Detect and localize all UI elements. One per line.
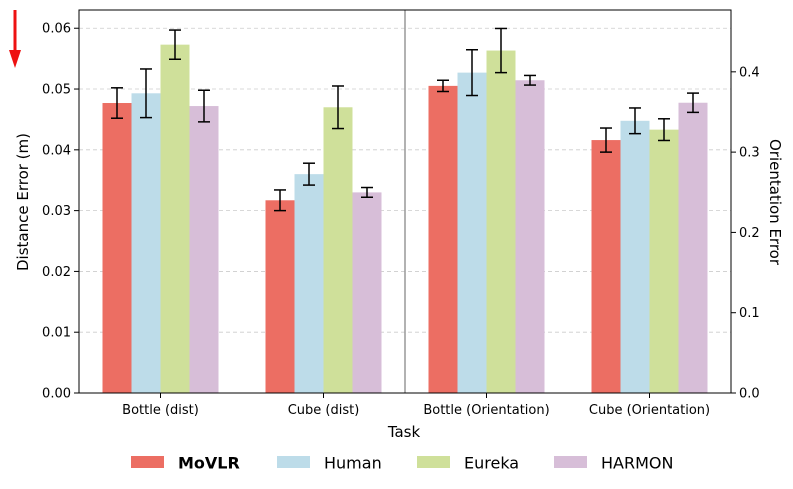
- y-right-tick-label: 0.3: [739, 146, 760, 161]
- y-left-tick-label: 0.04: [42, 143, 71, 158]
- axes: [74, 9, 736, 398]
- x-tick-label: Bottle (dist): [122, 403, 199, 418]
- error-bars: [111, 27, 699, 212]
- legend-label-human: Human: [324, 454, 382, 473]
- legend-label-movlr: MoVLR: [178, 454, 240, 473]
- legend: MoVLR Human Eureka HARMON: [131, 454, 673, 473]
- legend-swatch-harmon: [554, 456, 587, 468]
- bar-movlr-2: [428, 85, 458, 394]
- bar-harmon-3: [678, 102, 708, 394]
- legend-label-harmon: HARMON: [601, 454, 673, 473]
- y-axis-right-title: Orientation Error: [766, 139, 784, 266]
- y-left-tick-label: 0.02: [42, 265, 71, 280]
- bar-human-3: [620, 120, 650, 394]
- y-left-tick-label: 0.01: [42, 326, 71, 341]
- y-left-tick-label: 0.03: [42, 204, 71, 219]
- bar-harmon-0: [189, 106, 219, 394]
- y-right-tick-label: 0.0: [739, 387, 760, 402]
- bar-harmon-2: [515, 80, 545, 394]
- x-axis-title: Task: [387, 423, 421, 441]
- y-left-tick-label: 0.06: [42, 22, 71, 37]
- tick-labels: 0.00 0.01 0.02 0.03 0.04 0.05 0.06 0.0 0.1 0.2 0.3…: [42, 22, 760, 418]
- legend-label-eureka: Eureka: [464, 454, 519, 473]
- x-tick-label: Bottle (Orientation): [423, 403, 549, 418]
- legend-swatch-eureka: [417, 456, 450, 468]
- x-tick-label: Cube (Orientation): [589, 403, 710, 418]
- bar-human-2: [457, 72, 487, 393]
- legend-swatch-movlr: [131, 456, 164, 468]
- y-right-tick-label: 0.2: [739, 226, 760, 241]
- bar-harmon-1: [352, 192, 382, 393]
- bar-eureka-1: [323, 107, 353, 394]
- bar-movlr-0: [102, 103, 132, 393]
- bar-movlr-1: [265, 200, 295, 393]
- y-left-tick-label: 0.00: [42, 387, 71, 402]
- bars: [102, 44, 708, 394]
- y-left-tick-label: 0.05: [42, 83, 71, 98]
- bar-eureka-2: [486, 50, 516, 393]
- x-tick-label: Cube (dist): [288, 403, 360, 418]
- bar-movlr-3: [591, 140, 621, 393]
- bar-human-0: [131, 93, 161, 394]
- y-axis-left-title: Distance Error (m): [14, 133, 32, 271]
- bar-eureka-3: [649, 129, 679, 393]
- bar-human-1: [294, 174, 324, 393]
- y-right-tick-label: 0.1: [739, 306, 760, 321]
- plot-frame: [78, 9, 732, 394]
- lower-is-better-arrow-icon: [9, 10, 21, 68]
- bar-eureka-0: [160, 44, 190, 394]
- legend-swatch-human: [277, 456, 310, 468]
- y-right-tick-label: 0.4: [739, 65, 760, 80]
